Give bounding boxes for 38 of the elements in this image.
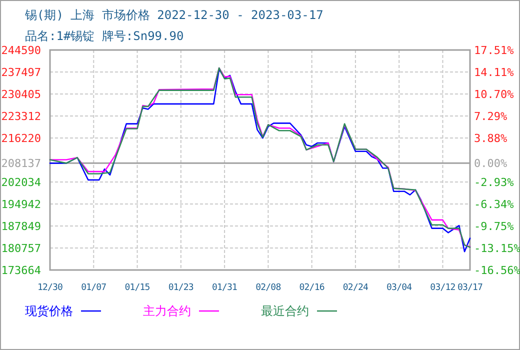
chart-title: 锡(期) 上海 市场价格 2022-12-30 - 2023-03-17: [24, 8, 324, 22]
y2-tick-label: 10.70%: [474, 88, 514, 101]
y2-tick-label: -13.15%: [474, 242, 520, 255]
x-tick-label: 02/08: [256, 283, 281, 293]
legend-label: 现货价格: [25, 304, 73, 318]
x-tick-label: 02/16: [299, 283, 324, 293]
x-tick-label: 03/12: [430, 283, 456, 293]
x-tick-label: 02/24: [342, 283, 368, 293]
y-tick-label: 180757: [1, 242, 41, 255]
x-tick-label: 03/17: [457, 283, 483, 293]
chart-subtitle: 品名:1#锡锭 牌号:Sn99.90: [25, 29, 184, 43]
y2-tick-label: 0.00%: [474, 157, 508, 170]
legend-label: 最近合约: [261, 304, 309, 318]
x-tick-label: 01/15: [124, 283, 150, 293]
y2-tick-label: 3.88%: [474, 132, 508, 146]
y-tick-label: 173664: [1, 264, 42, 277]
y2-tick-label: 17.51%: [474, 44, 514, 57]
y-tick-label: 202034: [1, 176, 42, 189]
x-tick-label: 01/31: [212, 283, 238, 293]
legend-label: 主力合约: [143, 304, 191, 318]
y2-tick-label: -9.75%: [474, 220, 514, 234]
y-tick-label: 244590: [1, 44, 41, 57]
x-tick-label: 03/04: [386, 283, 412, 293]
y-tick-label: 237497: [1, 66, 41, 79]
y-tick-label: 223312: [1, 110, 41, 123]
y2-tick-label: 14.11%: [474, 66, 514, 79]
y2-tick-label: 7.29%: [474, 110, 508, 123]
x-tick-label: 01/07: [81, 283, 106, 293]
x-tick-label: 01/23: [168, 283, 194, 293]
x-tick-label: 12/30: [37, 283, 63, 293]
y2-tick-label: -2.93%: [474, 176, 514, 189]
y2-tick-label: -16.56%: [474, 264, 520, 277]
y2-tick-label: -6.34%: [474, 198, 514, 212]
y-tick-label: 216220: [1, 132, 41, 145]
y-tick-label: 187849: [1, 220, 41, 233]
y-tick-label: 208137: [1, 157, 41, 170]
y-tick-label: 194942: [1, 198, 41, 211]
y-tick-label: 230405: [1, 88, 41, 101]
